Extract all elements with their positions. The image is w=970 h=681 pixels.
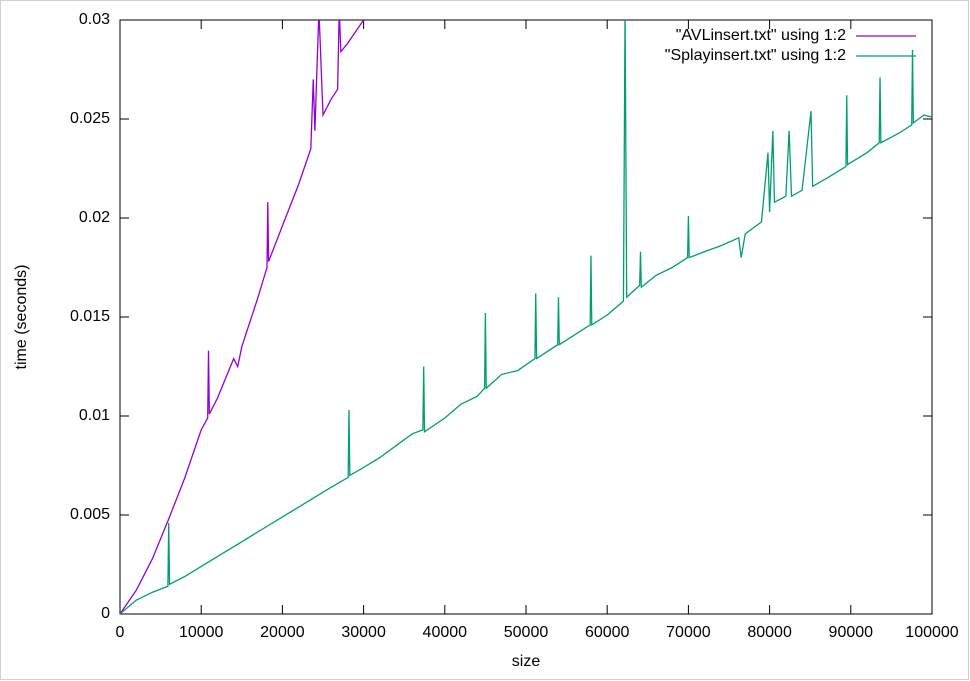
x-tick-label: 80000 <box>747 624 792 641</box>
legend-label: "AVLinsert.txt" using 1:2 <box>676 27 846 44</box>
x-tick-label: 20000 <box>260 624 305 641</box>
x-tick-label: 90000 <box>829 624 874 641</box>
series-line <box>120 20 365 614</box>
y-tick-label: 0 <box>101 605 110 622</box>
x-tick-label: 0 <box>116 624 125 641</box>
x-tick-label: 70000 <box>666 624 711 641</box>
legend-label: "Splayinsert.txt" using 1:2 <box>665 47 846 64</box>
y-tick-label: 0.015 <box>70 308 110 325</box>
series-line <box>120 20 932 614</box>
y-axis-label: time (seconds) <box>13 265 30 370</box>
plot-border <box>119 19 933 615</box>
y-tick-label: 0.025 <box>70 110 110 127</box>
x-tick-label: 10000 <box>179 624 224 641</box>
y-tick-label: 0.02 <box>79 209 110 226</box>
x-tick-label: 50000 <box>504 624 549 641</box>
y-tick-label: 0.03 <box>79 11 110 28</box>
y-tick-label: 0.005 <box>70 506 110 523</box>
x-axis-label: size <box>512 653 541 670</box>
y-tick-label: 0.01 <box>79 407 110 424</box>
x-tick-label: 100000 <box>905 624 958 641</box>
x-tick-label: 30000 <box>341 624 386 641</box>
x-tick-label: 60000 <box>585 624 630 641</box>
x-tick-label: 40000 <box>423 624 468 641</box>
plot-area <box>120 20 932 614</box>
